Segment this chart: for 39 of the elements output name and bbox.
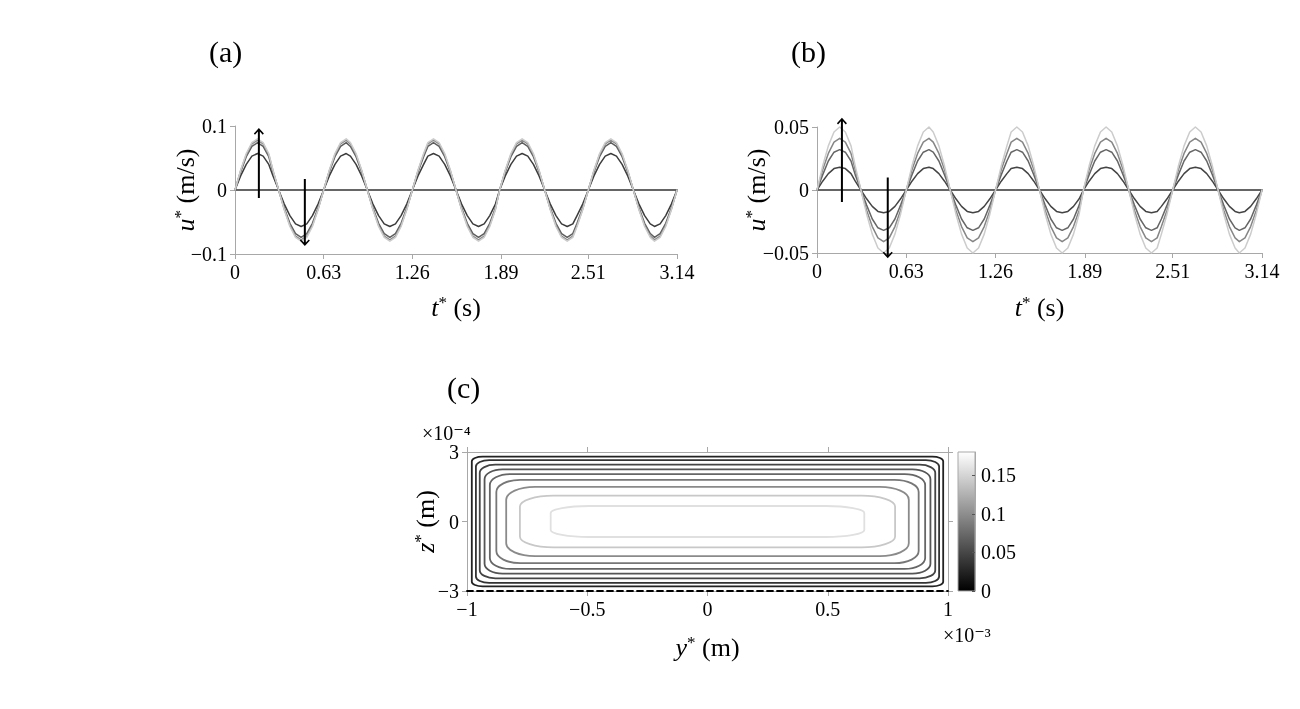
color-bar-label: 0.1 bbox=[981, 502, 1006, 525]
x-tick-label: 1 bbox=[943, 598, 953, 620]
color-bar-label: 0.15 bbox=[981, 464, 1016, 487]
x-tick-label: 0.63 bbox=[888, 260, 924, 282]
y-tick-label: 0.05 bbox=[774, 116, 809, 138]
color-bar-label: 0.05 bbox=[981, 541, 1016, 564]
chart-title: (c) bbox=[447, 370, 481, 405]
y-axis-title: z* (m) bbox=[410, 490, 440, 554]
y-axis-title: u* (m/s) bbox=[741, 148, 771, 232]
color-bar-label: 0 bbox=[981, 580, 991, 602]
y-axis-title: u* (m/s) bbox=[170, 148, 200, 232]
text: ×10⁻³ bbox=[943, 624, 991, 646]
y-tick-label: 0 bbox=[217, 179, 227, 201]
x-tick-label: 1.89 bbox=[1067, 260, 1103, 282]
x-tick-label: 2.51 bbox=[570, 261, 606, 283]
y-tick-label: −0.05 bbox=[762, 242, 809, 264]
x-tick-label: 1.26 bbox=[394, 261, 430, 283]
x-tick-label: 0.63 bbox=[306, 261, 342, 283]
y-tick-label: 0.1 bbox=[202, 115, 227, 137]
chart-title: (b) bbox=[791, 34, 826, 69]
x-tick-label: 3.14 bbox=[659, 261, 695, 283]
y-tick-label: −0.1 bbox=[190, 243, 227, 265]
x-axis-title: y* (m) bbox=[672, 632, 740, 662]
x-tick-label: −0.5 bbox=[569, 598, 606, 620]
y-tick-label: −3 bbox=[437, 580, 459, 602]
y-tick-label: 3 bbox=[449, 441, 459, 463]
text: ×10⁻⁴ bbox=[422, 422, 471, 444]
x-tick-label: 2.51 bbox=[1155, 260, 1191, 282]
x-tick-label: 3.14 bbox=[1244, 260, 1280, 282]
x-tick-label: 0.5 bbox=[815, 598, 841, 620]
y-tick-label: 0 bbox=[799, 179, 809, 201]
x-tick-label: 1.26 bbox=[978, 260, 1014, 282]
x-tick-label: −1 bbox=[456, 598, 478, 620]
x-axis-title: t* (s) bbox=[431, 292, 481, 322]
x-tick-label: 1.89 bbox=[483, 261, 519, 283]
y-tick-label: 0 bbox=[449, 510, 459, 533]
x-tick-label: 0 bbox=[702, 598, 713, 620]
chart-title: (a) bbox=[209, 34, 243, 69]
x-axis-title: t* (s) bbox=[1014, 292, 1065, 322]
